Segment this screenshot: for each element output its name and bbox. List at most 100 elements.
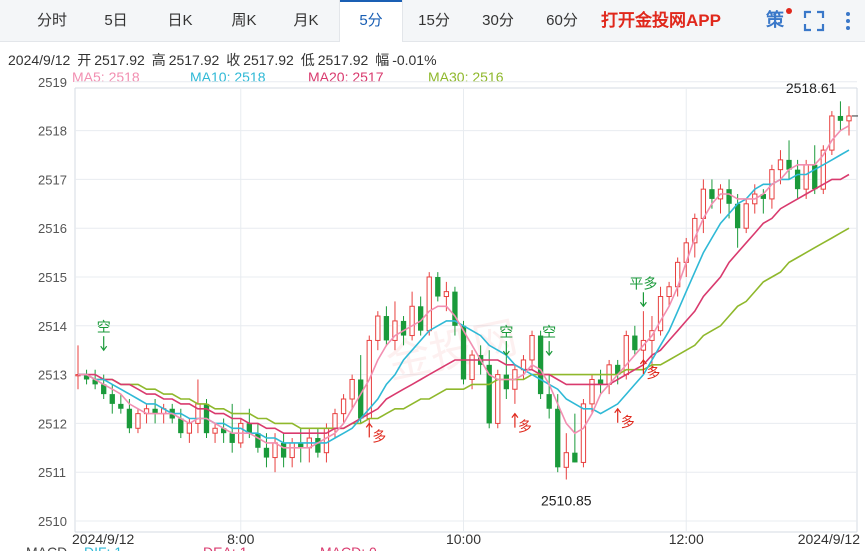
signal-arrowhead: [100, 345, 108, 352]
candle-body-down: [503, 374, 509, 390]
signal-label: 多: [646, 365, 660, 381]
tab-weekly-k[interactable]: 周K: [231, 12, 257, 29]
signal-label: 多: [372, 428, 386, 444]
candle-body-down: [786, 159, 792, 170]
candle-body-down: [92, 379, 98, 385]
y-tick-label: 2510: [38, 514, 67, 529]
x-tick-label: 12:00: [669, 531, 704, 547]
tab-monthly-k[interactable]: 月K: [293, 12, 319, 29]
notification-dot: [786, 8, 792, 14]
candle-body-up: [272, 442, 278, 459]
fullscreen-icon[interactable]: [801, 0, 827, 41]
y-tick-label: 2514: [38, 319, 67, 334]
strategy-icon[interactable]: 策: [766, 10, 784, 30]
candle-body-down: [246, 423, 252, 434]
candle-body-down: [229, 433, 235, 443]
candle-body-down: [726, 189, 732, 204]
candle-body-up: [743, 203, 749, 229]
candle-body-down: [597, 379, 604, 385]
candle-body-down: [400, 320, 407, 336]
candle-body-up: [289, 442, 295, 459]
candle-body-down: [555, 408, 561, 468]
candle-body-down: [837, 115, 844, 121]
candle-body-down: [615, 364, 621, 375]
candle-body-down: [418, 306, 424, 331]
min-price-label: 2510.85: [541, 493, 592, 509]
macd-legend-item: DEA: 1: [203, 544, 248, 551]
candle-body-up: [135, 413, 141, 429]
candle-body-down: [358, 379, 364, 419]
more-vertical-icon[interactable]: [838, 0, 858, 41]
y-tick-label: 2518: [38, 124, 67, 139]
signal-label: 平多: [629, 275, 657, 291]
candle-body-down: [298, 442, 304, 448]
y-tick-label: 2516: [38, 221, 67, 236]
signal-arrowhead: [502, 350, 510, 357]
candle-body-up: [495, 374, 501, 424]
axes: 2519 2518 2517 2516 2515 2514 2513 2512 2511 2510…: [38, 75, 860, 547]
candle-body-up: [332, 413, 338, 429]
candle-body-up: [392, 320, 398, 341]
x-tick-label: 2024/9/12: [72, 531, 134, 547]
candle-body-down: [83, 374, 90, 380]
candle-body-up: [657, 296, 664, 332]
change-label: 幅: [375, 52, 390, 68]
signals: 空多 空多 空多 平多多: [97, 275, 661, 444]
tab-60min[interactable]: 60分: [546, 12, 578, 29]
tab-5min[interactable]: 5分: [339, 0, 403, 42]
ma5-legend: MA5: 2518: [72, 69, 140, 85]
candle-body-down: [546, 394, 552, 409]
max-price-label: 2518.61: [786, 80, 837, 96]
ma10-legend: MA10: 2518: [190, 69, 266, 85]
tab-30min[interactable]: 30分: [482, 12, 514, 29]
signal-arrowhead: [614, 407, 622, 414]
candle-body-up: [212, 427, 218, 434]
ma20-legend: MA20: 2517: [308, 69, 384, 85]
signal-label: 多: [518, 419, 532, 435]
close-value: 2517.92: [243, 52, 294, 68]
candle-body-up: [469, 354, 475, 380]
tab-15min[interactable]: 15分: [418, 12, 450, 29]
y-tick-label: 2519: [38, 75, 67, 90]
tab-daily-k[interactable]: 日K: [167, 12, 193, 29]
candle-body-down: [101, 384, 107, 395]
ma20-line: [78, 173, 850, 435]
signal-arrowhead: [365, 422, 373, 428]
signal-arrowhead: [639, 358, 647, 365]
candle-body-up: [529, 335, 535, 361]
candle-body-down: [126, 408, 133, 429]
candle-body-up: [829, 115, 835, 151]
candle-body-up: [195, 403, 201, 424]
candle-body-down: [220, 428, 227, 434]
candle-body-down: [486, 364, 492, 424]
info-date: 2024/9/12: [8, 52, 71, 68]
low-value: 2517.92: [317, 52, 369, 68]
candle-body-up: [426, 276, 432, 332]
candle-body-down: [572, 452, 578, 463]
ma30-line: [78, 227, 850, 430]
candle-body-up: [580, 403, 587, 463]
tab-5day[interactable]: 5日: [104, 12, 128, 29]
signal-arrowhead: [545, 350, 553, 357]
candle-body-down: [709, 189, 715, 199]
candle-body-down: [263, 447, 270, 458]
tab-intraday[interactable]: 分时: [36, 12, 67, 29]
macd-legend-item: DIF: 1: [84, 544, 122, 551]
open-app-link[interactable]: 打开金投网APP: [601, 11, 721, 30]
candle-body-down: [280, 442, 287, 458]
moving-averages: [78, 125, 850, 449]
x-tick-label: 2024/9/12: [798, 531, 860, 547]
candle-body-up: [589, 378, 595, 405]
candle-body-up: [340, 398, 347, 415]
candle-body-up: [623, 335, 629, 376]
change-value: -0.01%: [392, 52, 437, 68]
high-value: 2517.92: [168, 52, 220, 68]
ohlc-info: 2024/9/12 开 2517.92 高 2517.92 收 2517.92 低 25…: [8, 50, 440, 70]
candle-body-down: [118, 403, 124, 409]
high-label: 高: [151, 52, 166, 68]
ma5-line: [78, 125, 850, 449]
signal-label: 多: [621, 414, 635, 430]
candle-body-down: [760, 194, 766, 199]
candle-body-down: [812, 164, 818, 190]
